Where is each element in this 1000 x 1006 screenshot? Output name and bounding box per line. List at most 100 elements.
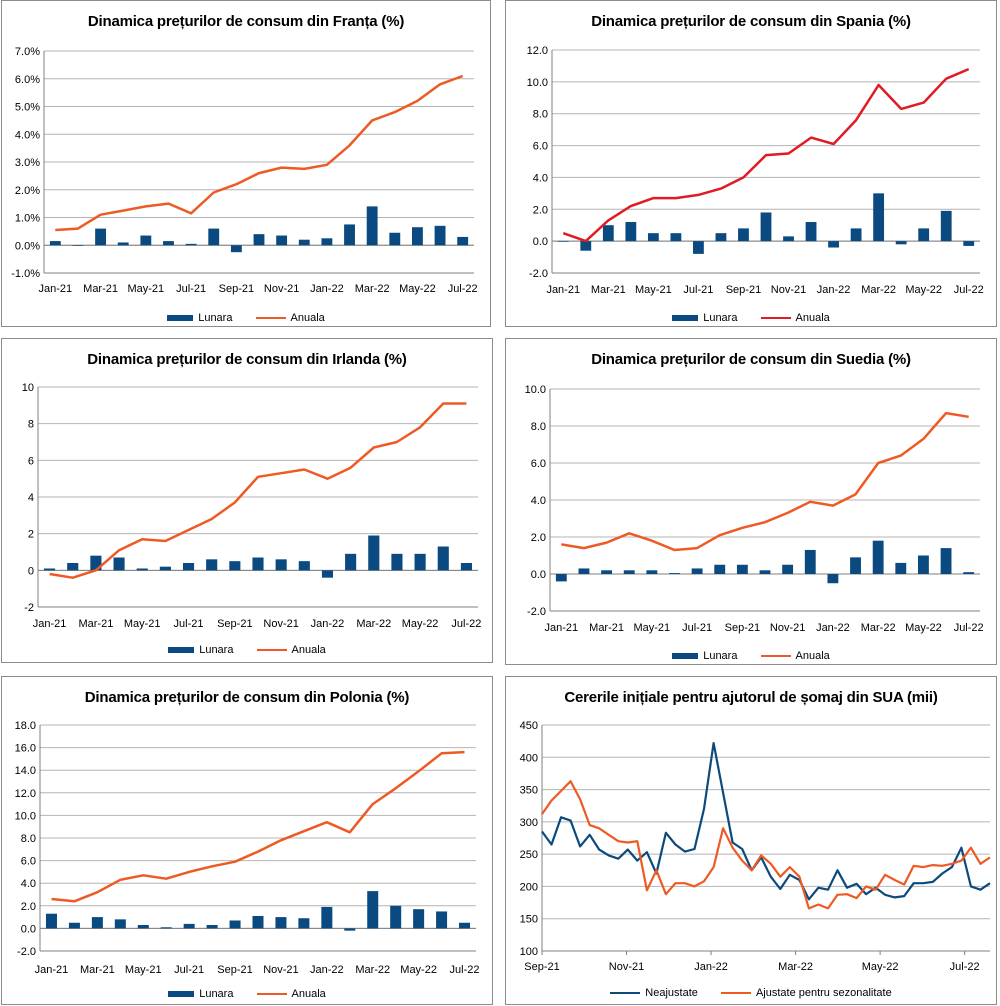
x-tick-label: May-22 [905, 622, 942, 634]
legend-swatch-line [256, 649, 287, 652]
bar-lunara [206, 925, 218, 929]
y-tick-label: 100 [520, 946, 538, 958]
y-tick-label: 6 [28, 455, 34, 467]
line-anuala [561, 411, 969, 552]
y-tick-label: 2.0 [21, 901, 36, 913]
bar-lunara [276, 235, 288, 246]
x-tick-label: Sep-21 [217, 964, 252, 976]
x-tick-label: Nov-21 [770, 622, 805, 634]
bar-lunara [163, 241, 174, 246]
y-tick-label: 4.0% [15, 129, 40, 141]
y-tick-label: 4.0 [531, 495, 546, 507]
chart-title: Dinamica prețurilor de consum din Irland… [87, 351, 407, 368]
x-tick-label: Mar-22 [356, 618, 391, 630]
chart-legend: Neajustate Ajustate pentru sezonalitate [506, 987, 996, 999]
line-anuala [51, 750, 465, 903]
legend-label: Anuala [795, 650, 830, 663]
bar-lunara [873, 193, 885, 242]
legend-swatch-line [720, 992, 751, 995]
legend-item-lunara: Lunara [168, 644, 233, 656]
bar-lunara [691, 568, 703, 574]
bar-lunara [602, 225, 614, 242]
bar-lunara [457, 236, 469, 246]
y-tick-label: 4.0 [21, 878, 36, 890]
y-tick-label: 5.0% [15, 102, 40, 114]
legend-item-ajustate: Ajustate pentru sezonalitate [720, 987, 892, 999]
bar-lunara [344, 224, 355, 246]
legend-item-lunara: Lunara [672, 312, 737, 324]
y-tick-label: 10.0 [15, 810, 36, 822]
legend-swatch-line [760, 655, 791, 658]
y-tick-label: -2.0 [527, 606, 546, 618]
y-tick-label: -2 [24, 602, 34, 614]
x-tick-label: Jan-22 [310, 964, 344, 976]
y-tick-label: 2.0 [531, 532, 546, 544]
bar-lunara [117, 242, 129, 246]
y-tick-label: 0 [28, 565, 34, 577]
y-tick-label: 7.0% [15, 46, 40, 58]
x-tick-label: Jan-21 [33, 618, 67, 630]
legend-item-anuala: Anuala [256, 988, 326, 1000]
x-tick-label: May-21 [124, 618, 161, 630]
y-tick-label: 6.0 [531, 458, 546, 470]
bar-lunara [390, 905, 402, 929]
bar-lunara [90, 555, 102, 571]
bar-lunara [828, 241, 839, 248]
y-tick-label: 300 [520, 817, 538, 829]
legend-item-neajustate: Neajustate [610, 987, 698, 999]
legend-label: Lunara [703, 312, 738, 325]
bar-lunara [850, 228, 862, 242]
y-tick-label: 16.0 [15, 743, 36, 755]
chart-panel-ireland: Dinamica prețurilor de consum din Irland… [1, 338, 493, 663]
bar-lunara [625, 222, 637, 242]
x-tick-label: Jan-22 [817, 284, 851, 296]
bar-lunara [917, 555, 929, 574]
y-tick-label: 8.0 [531, 421, 546, 433]
x-tick-label: Jul-22 [950, 961, 980, 973]
bar-lunara [963, 572, 975, 574]
x-tick-label: May-21 [125, 964, 162, 976]
y-tick-label: 4 [28, 492, 34, 504]
bar-lunara [67, 563, 79, 571]
bar-lunara [298, 561, 310, 571]
y-tick-label: 2 [28, 529, 34, 541]
bar-lunara [230, 245, 242, 253]
bar-lunara [45, 913, 57, 929]
bar-lunara [578, 568, 590, 574]
bar-lunara [895, 241, 907, 245]
x-tick-label: Jan-21 [38, 283, 72, 295]
bar-lunara [580, 241, 592, 251]
bar-lunara [738, 228, 749, 242]
line-anuala [49, 402, 467, 579]
bar-lunara [114, 919, 126, 929]
x-tick-label: May-22 [402, 618, 439, 630]
bar-lunara [759, 570, 771, 574]
bar-lunara [760, 212, 772, 242]
line-anuala [562, 67, 970, 243]
y-tick-label: 10.0 [527, 77, 548, 89]
bar-lunara [140, 235, 152, 246]
x-tick-label: Jul-22 [451, 618, 481, 630]
x-tick-label: Mar-21 [80, 964, 115, 976]
legend-item-anuala: Anuala [760, 650, 830, 663]
chart-svg-ireland: -2 0 2 4 6 8 10 Jan-21 Mar-21 May-21 Jul-21 Sep-21 N… [22, 382, 482, 630]
bar-lunara [693, 241, 704, 254]
legend-swatch-line [760, 317, 791, 320]
legend-label: Anuala [291, 644, 326, 657]
x-tick-label: Mar-22 [861, 284, 896, 296]
y-tick-label: 6.0 [533, 141, 548, 153]
bar-lunara [389, 232, 401, 246]
bar-lunara [229, 920, 241, 929]
bar-lunara [646, 570, 658, 574]
bar-lunara [715, 233, 727, 242]
legend-item-anuala: Anuala [760, 312, 830, 324]
bar-lunara [367, 891, 379, 929]
bar-lunara [623, 570, 635, 574]
chart-svg-poland: -2.0 0.0 2.0 4.0 6.0 8.0 10.0 12.0 14.0 16.0 18.0 J… [15, 720, 480, 976]
y-tick-label: 450 [520, 720, 538, 732]
bar-lunara [137, 925, 149, 929]
legend-item-lunara: Lunara [672, 650, 737, 662]
bar-lunara [72, 245, 84, 246]
x-tick-label: Nov-21 [263, 964, 298, 976]
chart-legend: Lunara Anuala [506, 312, 996, 324]
